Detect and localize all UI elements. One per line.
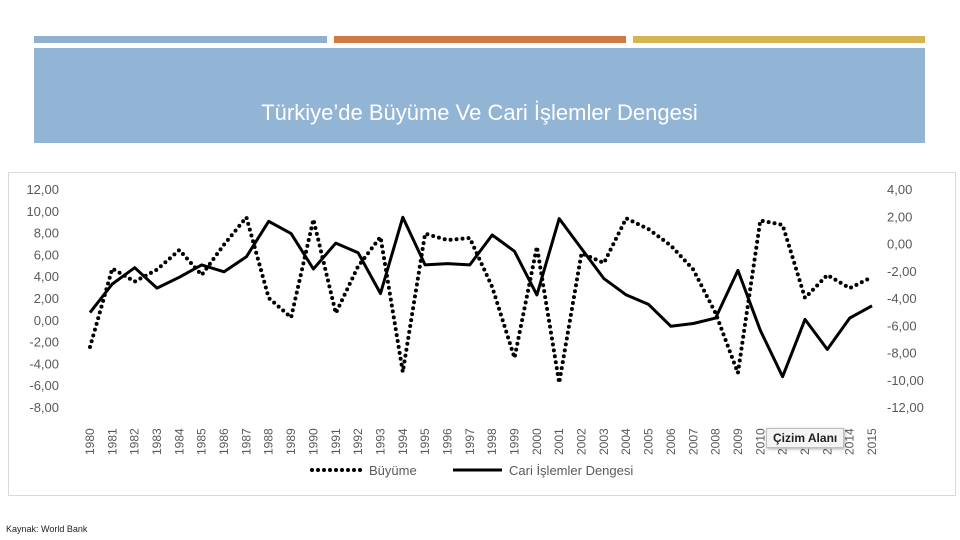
x-tick-label: 1987 [239,428,253,455]
slide-title: Türkiye’de Büyüme Ve Cari İşlemler Denge… [261,100,698,125]
x-tick-label: 1990 [306,428,320,455]
x-tick-label: 1983 [150,428,164,455]
chart-area[interactable]: 12,00 10,00 8,00 6,00 4,00 2,00 0,00 -2,00 -4,00… [8,172,956,496]
x-tick-label: 1989 [284,428,298,455]
legend-label-buyume: Büyüme [369,463,417,478]
right-tick-label: 2,00 [887,209,912,224]
left-tick-label: 4,00 [34,269,59,284]
x-tick-label: 1984 [172,428,186,455]
x-tick-label: 1988 [262,428,276,455]
x-tick-label: 2000 [530,428,544,455]
accent-bar-blue [34,36,327,43]
x-tick-label: 2004 [619,428,633,455]
right-tick-label: -10,00 [887,373,924,388]
x-tick-label: 2010 [753,428,767,455]
left-tick-label: -6,00 [29,378,59,393]
left-tick-label: -4,00 [29,356,59,371]
x-tick-label: 1994 [396,428,410,455]
x-tick-label: 1985 [195,428,209,455]
line-chart: 12,00 10,00 8,00 6,00 4,00 2,00 0,00 -2,00 -4,00… [26,182,924,478]
series-line-buyume [88,215,874,385]
plot-area-tooltip: Çizim Alanı [766,428,845,448]
x-tick-label: 2006 [664,428,678,455]
source-note: Kaynak: World Bank [6,524,88,534]
right-tick-label: -6,00 [887,318,917,333]
x-tick-label: 1993 [373,428,387,455]
accent-bar-gold [633,36,925,43]
x-tick-label: 2003 [597,428,611,455]
right-tick-label: 4,00 [887,182,912,197]
x-tick-label: 1997 [463,428,477,455]
left-tick-label: 6,00 [34,247,59,262]
left-tick-label: -8,00 [29,400,59,415]
x-tick-label: 2009 [731,428,745,455]
legend: Büyüme Cari İşlemler Dengesi [310,463,633,478]
series-line-cari-islemler [88,215,873,379]
x-tick-label: 1982 [128,428,142,455]
x-tick-label: 1980 [83,428,97,455]
left-axis: 12,00 10,00 8,00 6,00 4,00 2,00 0,00 -2,00 -4,00… [26,182,59,415]
right-tick-label: -2,00 [887,264,917,279]
series-layer [88,215,874,385]
right-tick-label: -4,00 [887,291,917,306]
x-tick-label: 2005 [642,428,656,455]
title-banner: Türkiye’de Büyüme Ve Cari İşlemler Denge… [34,48,925,143]
x-tick-label: 2015 [865,428,879,455]
x-tick-label: 1991 [329,428,343,455]
x-tick-label: 1998 [485,428,499,455]
x-tick-label: 1986 [217,428,231,455]
x-tick-label: 1981 [105,428,119,455]
right-tick-label: -8,00 [887,346,917,361]
right-tick-label: 0,00 [887,237,912,252]
x-tick-label: 2014 [843,428,857,455]
x-tick-label: 1995 [418,428,432,455]
x-tick-label: 2007 [686,428,700,455]
legend-label-cari-islemler: Cari İşlemler Dengesi [509,463,633,478]
x-tick-label: 1999 [508,428,522,455]
right-axis: 4,00 2,00 0,00 -2,00 -4,00 -6,00 -8,00 -10,00 -1… [887,182,924,415]
left-tick-label: 8,00 [34,226,59,241]
left-tick-label: 0,00 [34,313,59,328]
x-tick-label: 2001 [552,428,566,455]
x-tick-label: 2008 [709,428,723,455]
left-tick-label: -2,00 [29,335,59,350]
right-tick-label: -12,00 [887,400,924,415]
x-axis: 1980 1981 1982 1983 1984 1985 1986 1987 1988 1989… [83,428,879,455]
left-tick-label: 12,00 [26,182,59,197]
x-tick-label: 1996 [440,428,454,455]
x-tick-label: 1992 [351,428,365,455]
accent-bar-orange [334,36,626,43]
x-tick-label: 2002 [575,428,589,455]
left-tick-label: 10,00 [26,204,59,219]
left-tick-label: 2,00 [34,291,59,306]
